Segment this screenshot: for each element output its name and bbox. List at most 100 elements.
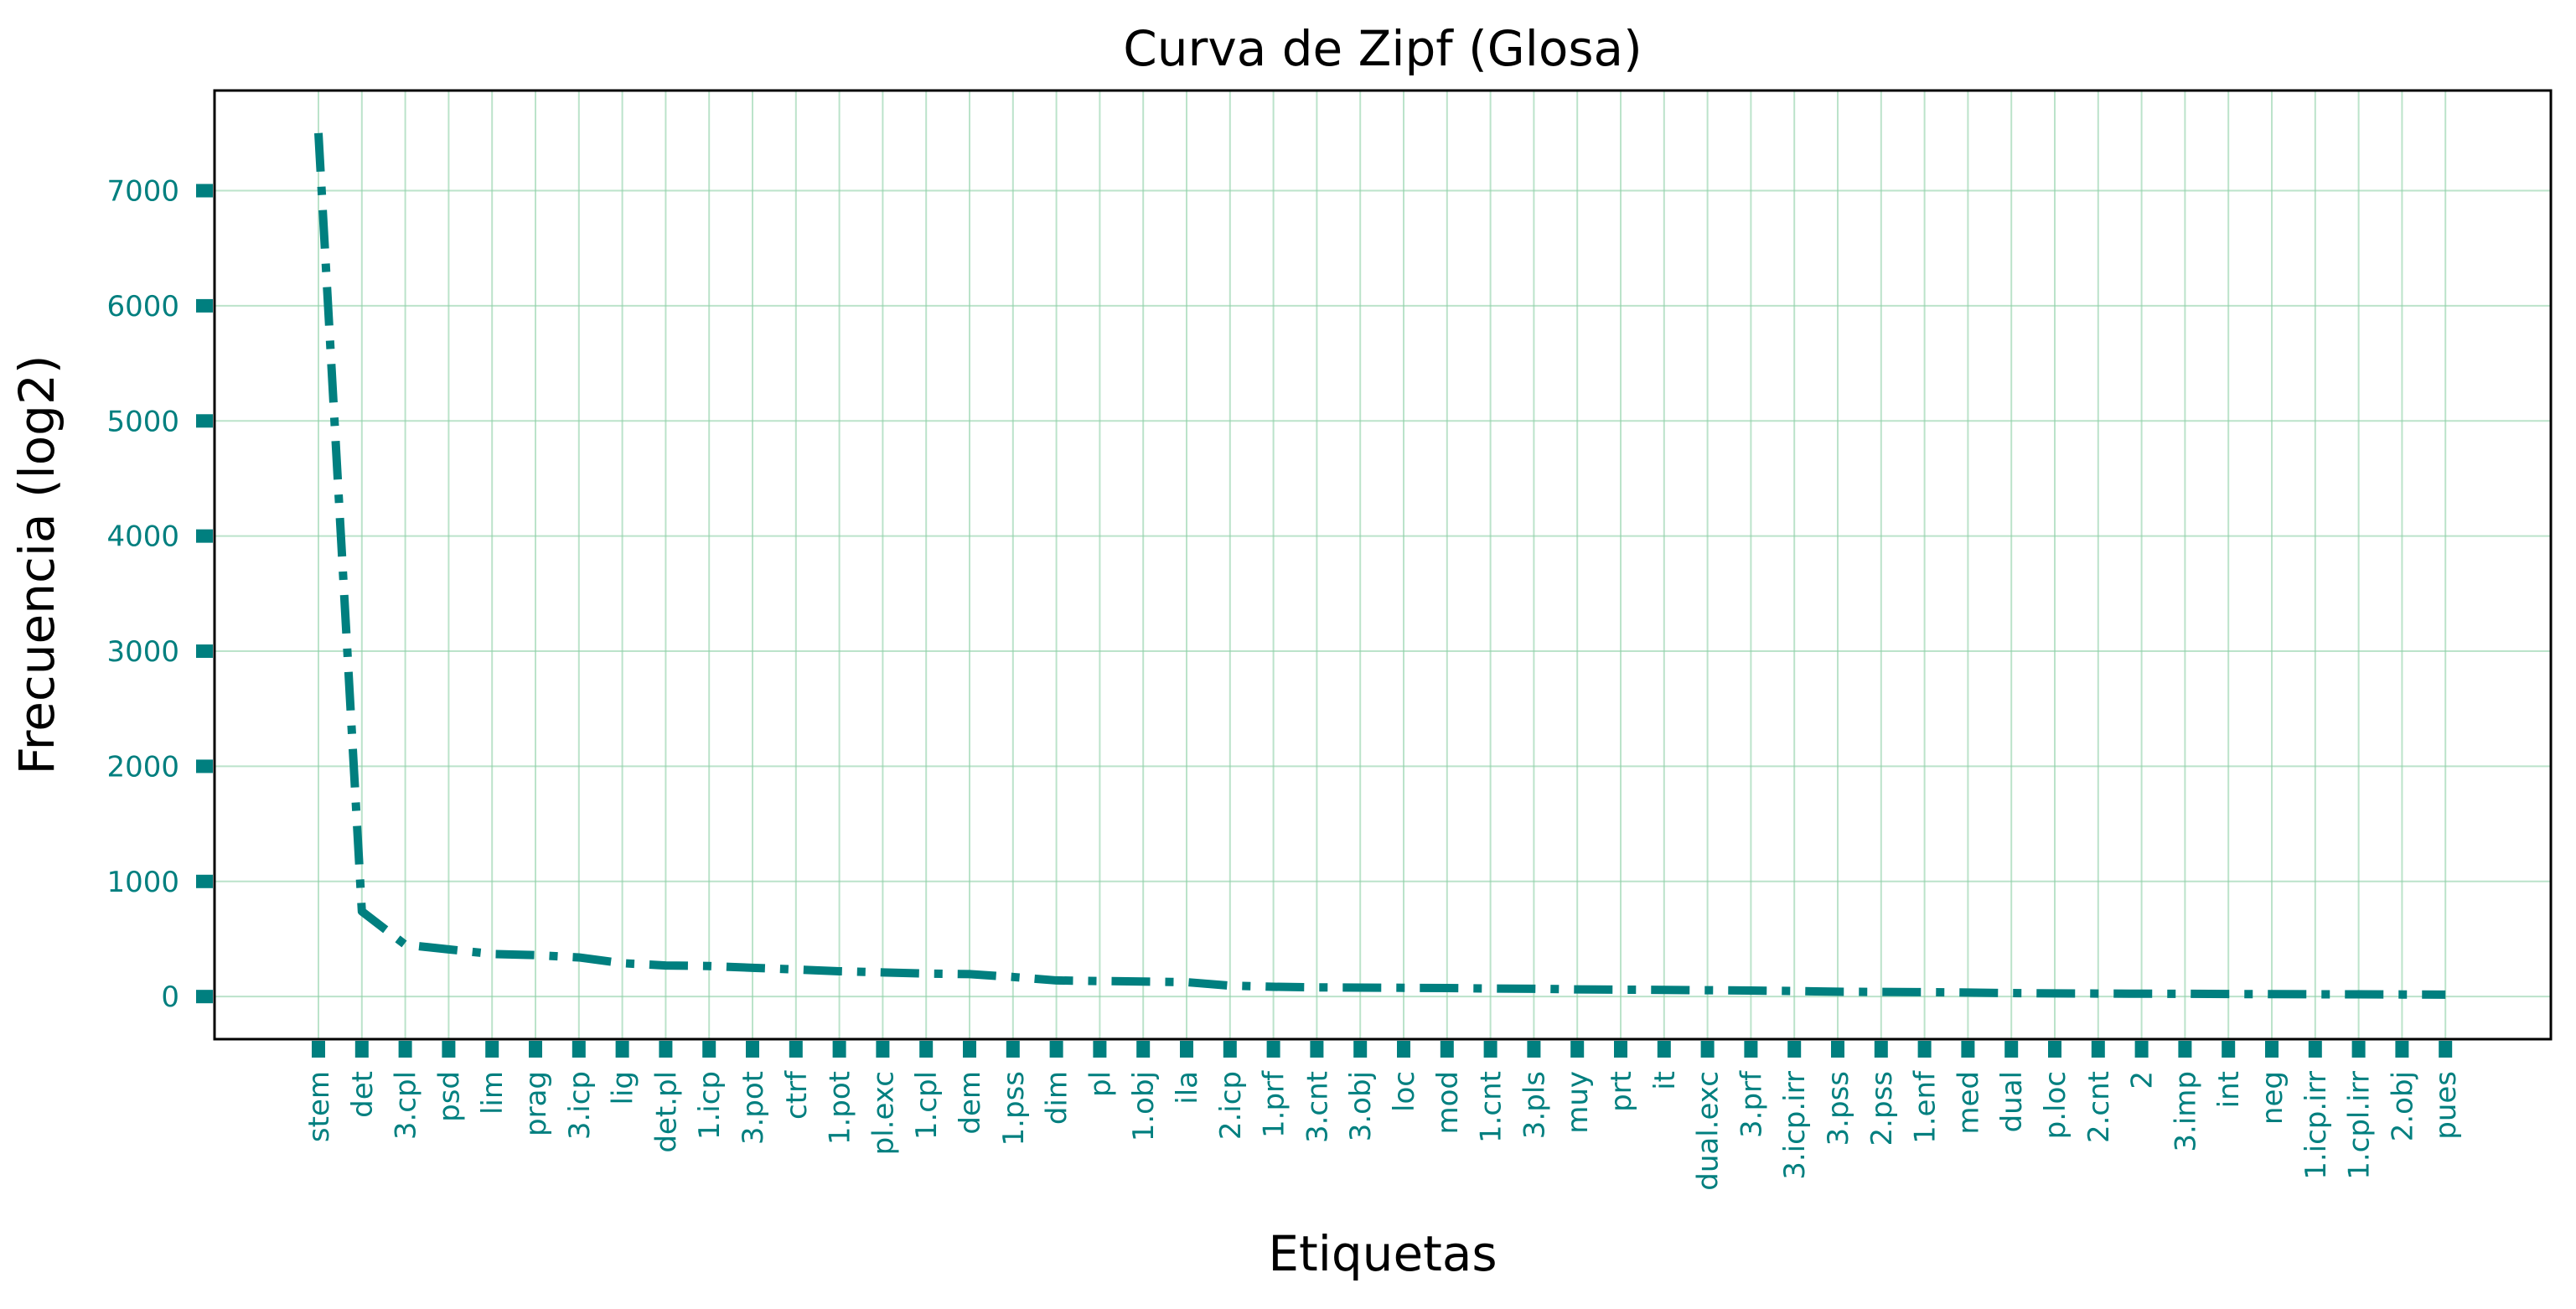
data-point bbox=[2225, 991, 2232, 997]
data-point bbox=[315, 130, 322, 137]
x-tick-mark bbox=[1831, 1041, 1844, 1058]
data-point bbox=[966, 970, 973, 977]
y-tick-mark bbox=[196, 414, 213, 428]
x-tick-mark bbox=[746, 1041, 759, 1058]
x-tick-mark bbox=[1527, 1041, 1541, 1058]
y-axis-ticks: 0 1000 2000 3000 4000 5000 6000 7000 bbox=[106, 175, 213, 1014]
data-point bbox=[1357, 984, 1363, 991]
x-tick-label: 1.pss bbox=[997, 1071, 1031, 1146]
data-point bbox=[402, 941, 409, 948]
x-tick-mark bbox=[2134, 1041, 2149, 1058]
x-tick-mark bbox=[1006, 1041, 1020, 1058]
y-tick-label: 0 bbox=[161, 980, 179, 1014]
x-tick-label: int bbox=[2212, 1071, 2246, 1108]
x-tick-mark bbox=[1700, 1041, 1715, 1058]
x-tick-mark bbox=[1180, 1041, 1193, 1058]
x-tick-mark bbox=[1483, 1041, 1497, 1058]
x-tick-label: 3.obj bbox=[1344, 1071, 1378, 1141]
x-tick-mark bbox=[615, 1041, 629, 1058]
x-tick-mark bbox=[2091, 1041, 2105, 1058]
x-tick-label: 1.cpl.irr bbox=[2343, 1071, 2377, 1180]
y-tick-mark bbox=[196, 874, 213, 888]
x-tick-mark bbox=[2048, 1041, 2061, 1058]
x-tick-label: 2.icp bbox=[1214, 1071, 1248, 1140]
data-point bbox=[2398, 991, 2405, 998]
x-tick-mark bbox=[1787, 1041, 1802, 1058]
x-tick-label: 3.pss bbox=[1822, 1071, 1855, 1146]
x-tick-label: it bbox=[1648, 1071, 1682, 1090]
y-tick-label: 2000 bbox=[106, 750, 179, 784]
x-tick-label: psd bbox=[432, 1071, 466, 1122]
x-tick-label: 1.enf bbox=[1909, 1070, 1942, 1144]
data-point bbox=[1400, 985, 1407, 991]
y-tick-mark bbox=[196, 990, 213, 1004]
x-tick-mark bbox=[1614, 1041, 1627, 1058]
x-tick-label: 3.icp bbox=[563, 1071, 597, 1140]
data-point bbox=[1487, 986, 1494, 992]
data-point bbox=[1964, 989, 1971, 996]
x-tick-mark bbox=[2265, 1041, 2279, 1058]
data-point bbox=[2268, 991, 2275, 997]
x-tick-label: muy bbox=[1561, 1071, 1595, 1134]
x-tick-label: 3.cpl bbox=[390, 1071, 423, 1140]
data-point bbox=[576, 954, 582, 960]
x-tick-label: 2.cnt bbox=[2082, 1071, 2116, 1143]
x-tick-label: pues bbox=[2429, 1071, 2463, 1140]
x-tick-label: dim bbox=[1041, 1071, 1074, 1125]
x-tick-mark bbox=[1917, 1041, 1932, 1058]
y-tick-mark bbox=[196, 298, 213, 313]
data-point bbox=[1834, 988, 1841, 995]
data-point bbox=[1922, 989, 1928, 996]
x-tick-mark bbox=[2308, 1041, 2322, 1058]
data-point bbox=[836, 968, 843, 975]
x-tick-mark bbox=[2351, 1041, 2366, 1058]
data-point bbox=[1444, 985, 1451, 991]
x-tick-mark bbox=[2178, 1041, 2192, 1058]
x-tick-mark bbox=[1744, 1041, 1758, 1058]
data-point bbox=[2051, 990, 2058, 996]
x-tick-label: p.loc bbox=[2039, 1071, 2072, 1139]
data-point bbox=[923, 970, 929, 977]
x-tick-label: dual bbox=[1995, 1071, 2029, 1132]
x-tick-mark bbox=[485, 1041, 499, 1058]
x-tick-mark bbox=[442, 1041, 456, 1058]
y-tick-label: 3000 bbox=[106, 635, 179, 669]
x-tick-mark bbox=[876, 1041, 890, 1058]
grid-lines bbox=[215, 91, 2551, 1039]
data-point bbox=[2139, 991, 2145, 997]
data-point bbox=[359, 908, 365, 915]
y-tick-mark bbox=[196, 184, 213, 198]
x-tick-label: med bbox=[1952, 1071, 1985, 1135]
data-point bbox=[1704, 987, 1711, 994]
x-tick-mark bbox=[1093, 1041, 1107, 1058]
x-tick-mark bbox=[919, 1041, 934, 1058]
x-tick-label: 3.icp.irr bbox=[1778, 1071, 1812, 1180]
data-point bbox=[1313, 984, 1320, 991]
x-tick-label: mod bbox=[1431, 1071, 1465, 1135]
x-tick-label: 2 bbox=[2126, 1071, 2160, 1089]
x-tick-label: loc bbox=[1388, 1071, 1421, 1112]
data-point bbox=[793, 966, 799, 973]
x-tick-mark bbox=[1440, 1041, 1454, 1058]
x-tick-mark bbox=[1353, 1041, 1368, 1058]
x-tick-mark bbox=[1049, 1041, 1063, 1058]
x-tick-label: pl bbox=[1084, 1071, 1117, 1097]
y-tick-mark bbox=[196, 529, 213, 543]
x-tick-label: dem bbox=[954, 1071, 987, 1135]
x-tick-label: 3.pls bbox=[1518, 1071, 1551, 1139]
data-point bbox=[489, 950, 495, 957]
data-point bbox=[1053, 977, 1060, 984]
x-tick-label: 3.cnt bbox=[1301, 1071, 1334, 1143]
series-layer bbox=[314, 130, 2446, 999]
data-point bbox=[2095, 991, 2102, 997]
x-tick-label: ctrf bbox=[780, 1070, 814, 1120]
data-point bbox=[1661, 986, 1668, 993]
x-tick-label: ila bbox=[1171, 1071, 1204, 1105]
x-tick-label: lim bbox=[476, 1071, 510, 1115]
x-tick-label: stem bbox=[303, 1071, 336, 1142]
x-axis-label: Etiquetas bbox=[1268, 1225, 1497, 1282]
y-tick-label: 4000 bbox=[106, 520, 179, 554]
x-tick-label: 3.prf bbox=[1735, 1070, 1768, 1138]
